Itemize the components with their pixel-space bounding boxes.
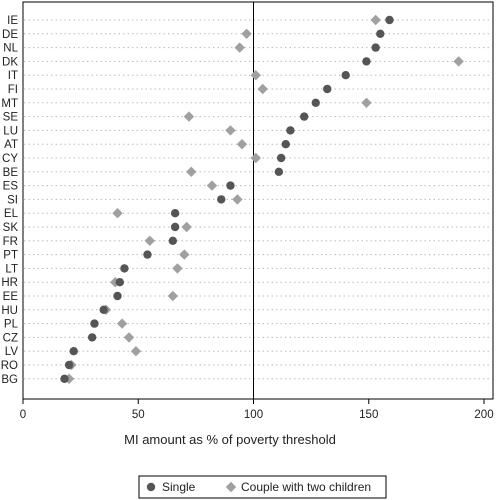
- marker-couple-lt: [172, 263, 183, 274]
- marker-single-ro: [64, 360, 74, 370]
- marker-couple-ie: [370, 14, 381, 26]
- marker-single-hu: [99, 305, 108, 314]
- marker-single-fr: [168, 236, 178, 245]
- y-tick-label-at: AT: [4, 139, 18, 151]
- y-tick-label-ee: EE: [3, 291, 19, 303]
- marker-single-ie: [385, 15, 394, 25]
- x-axis-title: MI amount as % of poverty threshold: [124, 432, 336, 447]
- legend-box: [138, 475, 387, 499]
- marker-couple-es: [206, 180, 218, 191]
- marker-couple-nl: [234, 42, 245, 53]
- marker-single-at: [281, 140, 290, 149]
- marker-single-hr: [115, 278, 125, 287]
- y-tick-label-sk: SK: [3, 222, 19, 234]
- y-tick-label-be: BE: [3, 167, 19, 179]
- y-tick-label-ie: IE: [7, 15, 18, 27]
- y-tick-label-lt: LT: [5, 263, 18, 275]
- marker-couple-it: [250, 70, 262, 81]
- marker-couple-se: [183, 111, 195, 122]
- marker-single-pl: [90, 319, 99, 328]
- marker-single-cz: [87, 333, 97, 342]
- legend: Single Couple with two children: [138, 475, 387, 499]
- y-tick-label-es: ES: [3, 181, 19, 193]
- marker-couple-ee: [167, 290, 179, 302]
- marker-single-si: [217, 195, 226, 204]
- x-tick-label-0: 0: [20, 409, 26, 421]
- marker-couple-at: [236, 139, 248, 150]
- legend-single-label: Single: [162, 480, 196, 494]
- x-tick-label-100: 100: [244, 409, 263, 421]
- marker-single-sk: [170, 222, 180, 232]
- marker-couple-be: [186, 166, 197, 177]
- y-tick-label-pl: PL: [4, 319, 19, 331]
- y-tick-label-si: SI: [7, 194, 18, 206]
- y-tick-label-se: SE: [3, 112, 19, 124]
- marker-single-se: [300, 112, 309, 121]
- marker-single-pt: [143, 250, 152, 259]
- marker-single-nl: [371, 43, 380, 52]
- marker-couple-si: [232, 194, 243, 205]
- y-tick-label-cz: CZ: [3, 332, 18, 344]
- marker-single-lu: [286, 126, 295, 135]
- marker-couple-lu: [225, 125, 236, 136]
- marker-couple-lv: [130, 346, 142, 357]
- marker-couple-el: [112, 208, 123, 219]
- marker-couple-fr: [144, 235, 155, 246]
- marker-single-ee: [113, 291, 122, 301]
- marker-single-dk: [362, 57, 371, 66]
- x-axis: 0 50 100 150 200: [20, 399, 494, 421]
- y-tick-label-fr: FR: [3, 236, 18, 248]
- marker-single-cy: [276, 153, 286, 163]
- y-tick-label-el: EL: [4, 208, 19, 220]
- marker-single-de: [376, 29, 385, 38]
- marker-single-es: [226, 181, 235, 190]
- y-tick-label-lv: LV: [5, 346, 19, 358]
- x-tick-label-50: 50: [132, 409, 145, 421]
- marker-couple-cy: [250, 152, 262, 164]
- marker-couple-pt: [179, 249, 190, 260]
- marker-single-lv: [69, 347, 78, 356]
- legend-single-marker: [146, 482, 156, 492]
- marker-single-it: [341, 71, 350, 80]
- marker-single-el: [170, 209, 180, 218]
- y-tick-label-it: IT: [8, 70, 18, 82]
- plot-frame: [22, 1, 494, 400]
- data-markers: [60, 14, 464, 384]
- marker-couple-pl: [116, 318, 128, 329]
- marker-single-mt: [311, 98, 320, 108]
- legend-couple-label: Couple with two children: [241, 480, 371, 494]
- x-tick-label-200: 200: [474, 409, 493, 421]
- y-tick-label-lu: LU: [3, 125, 18, 137]
- marker-single-be: [274, 167, 284, 176]
- y-tick-label-bg: BG: [1, 374, 18, 386]
- marker-couple-de: [241, 28, 252, 39]
- y-tick-label-de: DE: [2, 29, 18, 41]
- y-tick-label-ro: RO: [1, 360, 18, 372]
- marker-couple-fi: [257, 83, 268, 95]
- marker-couple-mt: [361, 97, 372, 108]
- y-tick-label-mt: MT: [1, 98, 18, 110]
- marker-single-fi: [323, 84, 332, 94]
- y-tick-label-nl: NL: [3, 43, 18, 55]
- x-tick-label-150: 150: [359, 409, 378, 421]
- y-tick-label-dk: DK: [2, 56, 18, 68]
- y-tick-label-cy: CY: [2, 153, 18, 165]
- marker-couple-dk: [453, 56, 464, 67]
- marker-single-lt: [120, 264, 129, 273]
- marker-couple-sk: [181, 221, 192, 233]
- y-tick-label-hu: HU: [1, 305, 18, 317]
- y-tick-label-hr: HR: [1, 277, 18, 289]
- legend-couple-marker: [225, 481, 237, 493]
- y-tick-label-fi: FI: [8, 84, 18, 96]
- y-tick-label-pt: PT: [3, 250, 18, 262]
- marker-single-bg: [60, 374, 69, 383]
- marker-couple-cz: [123, 332, 135, 343]
